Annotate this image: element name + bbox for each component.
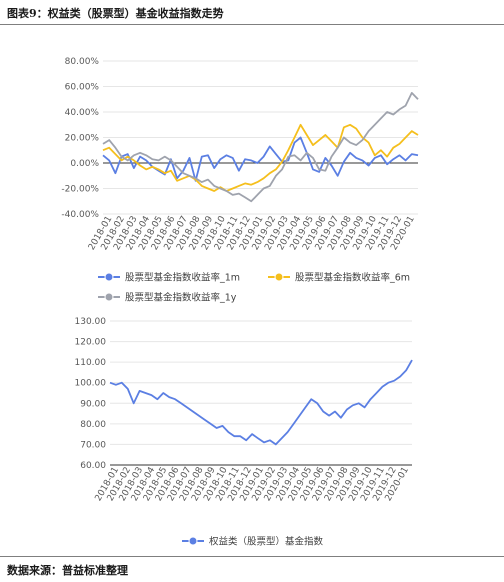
y-tick-label: 130.00: [75, 317, 107, 327]
y-tick-label: 120.00: [75, 338, 107, 348]
y-tick-label: 90.00: [80, 399, 106, 409]
legend-marker: [104, 272, 114, 282]
legend-marker: [274, 272, 284, 282]
legend-marker: [188, 536, 198, 546]
series-line: [109, 359, 413, 446]
legend-marker: [104, 292, 114, 302]
y-tick-label: 0.00%: [70, 159, 99, 169]
legend-label: 权益类（股票型）基金指数: [209, 536, 324, 548]
series-line: [102, 92, 419, 203]
footer-divider: [0, 556, 504, 557]
series-line: [102, 123, 419, 192]
y-tick-label: 40.00%: [65, 108, 100, 118]
y-tick-label: 60.00: [80, 461, 106, 471]
series-line: [102, 136, 419, 182]
y-tick-label: 80.00: [80, 420, 106, 430]
y-tick-label: 100.00: [75, 379, 107, 389]
legend-label: 股票型基金指数收益率_1m: [125, 272, 240, 284]
legend-label: 股票型基金指数收益率_6m: [295, 272, 410, 284]
header-divider: [0, 24, 504, 25]
returns-line-chart: 80.00% 60.00% 40.00% 20.00% 0.00% -20.00% -40.…: [61, 57, 419, 304]
y-tick-label: -40.00%: [61, 210, 99, 220]
y-tick-label: 80.00%: [65, 57, 100, 67]
index-line-chart: 130.00 120.00 110.00 100.00 90.00 80.00 70.00 6…: [75, 317, 413, 548]
figure-title: 图表9：权益类（股票型）基金收益指数走势: [7, 7, 224, 20]
y-tick-label: 70.00: [80, 440, 106, 450]
data-source: 数据来源：普益标准整理: [7, 564, 128, 577]
y-tick-label: 20.00%: [65, 134, 100, 144]
y-tick-label: -20.00%: [61, 185, 99, 195]
y-tick-label: 60.00%: [65, 83, 100, 93]
y-tick-label: 110.00: [75, 358, 107, 368]
figure-header: 图表9：权益类（股票型）基金收益指数走势: [0, 0, 504, 26]
legend-label: 股票型基金指数收益率_1y: [125, 292, 237, 304]
